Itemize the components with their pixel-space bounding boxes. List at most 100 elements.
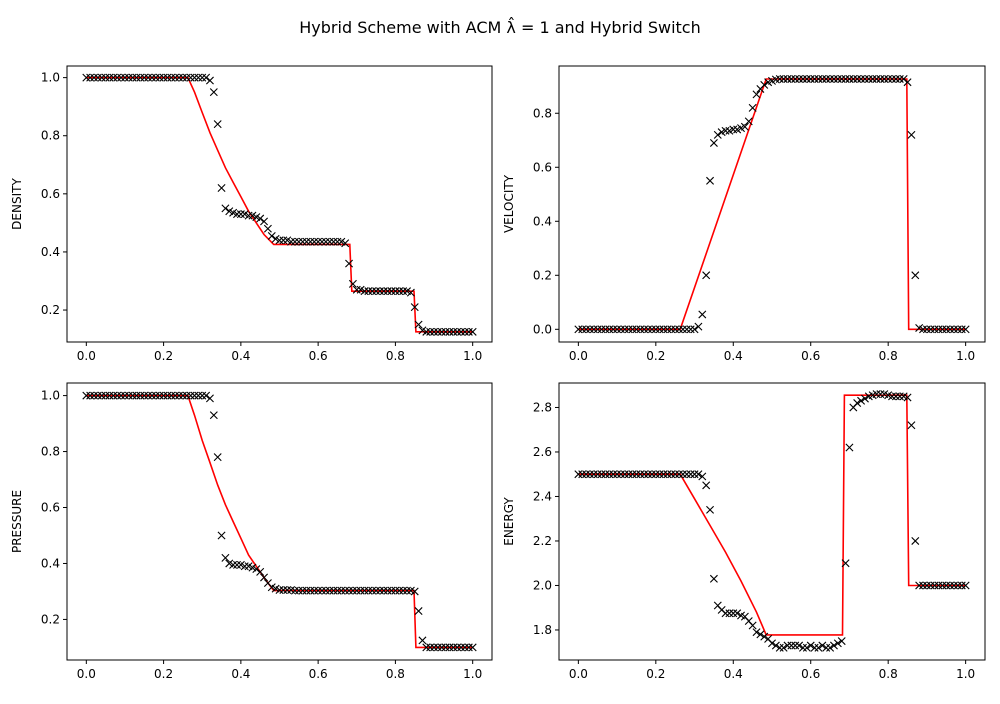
density-x-tick-label: 0.4 [231,349,250,363]
velocity-data-point [709,138,718,147]
velocity-data-point [802,74,811,83]
pressure-data-point [194,391,203,400]
pressure-data-point [329,586,338,595]
pressure-data-point [414,607,423,616]
density-data-point [294,237,303,246]
pressure-data-point [399,586,408,595]
energy-data-point [640,470,649,479]
velocity-data-point [686,325,695,334]
density-data-point [460,327,469,336]
velocity-data-point [884,74,893,83]
density-data-point [372,287,381,296]
density-data-point [109,73,118,82]
pressure-data-point [294,586,303,595]
energy-data-point [655,470,664,479]
pressure-data-point [205,394,214,403]
energy-data-point [857,396,866,405]
density-data-point [433,327,442,336]
pressure-data-point [460,643,469,652]
energy-data-point [624,470,633,479]
energy-data-point [806,641,815,650]
pressure-data-point [163,391,172,400]
velocity-data-point [589,325,598,334]
velocity-data-point [903,78,912,87]
energy-y-tick-label: 1.8 [533,623,552,637]
pressure-data-point [221,553,230,562]
density-data-point [395,287,404,296]
density-data-point [171,73,180,82]
energy-data-point [810,643,819,652]
velocity-data-point [957,325,966,334]
energy-data-point [609,470,618,479]
pressure-data-point [318,586,326,595]
pressure-data-point [345,586,354,595]
energy-data-point [644,470,653,479]
velocity-data-point [593,325,602,334]
pressure-data-point [302,586,311,595]
velocity-data-point [864,74,873,83]
density-data-point [345,259,354,268]
pressure-data-point [464,643,473,652]
density-data-point [306,237,315,246]
velocity-data-point [706,176,715,185]
energy-data-point [961,581,970,590]
density-x-tick-label: 0.2 [154,349,173,363]
velocity-x-tick-label: 0.0 [569,349,588,363]
velocity-data-point [907,130,916,139]
density-data-point [426,327,435,336]
pressure-data-point [337,586,346,595]
density-data-point [221,204,230,213]
energy-data-point [682,470,691,479]
density-y-tick-label: 0.4 [41,245,60,259]
velocity-data-point [744,117,753,126]
density-data-point [263,224,272,233]
pressure-data-point [437,643,446,652]
pressure-data-point [279,586,288,595]
velocity-data-point [779,74,788,83]
velocity-data-point [880,74,889,83]
pressure-data-point [290,586,299,595]
density-data-point [82,73,91,82]
energy-data-point [613,470,622,479]
energy-data-point [690,470,699,479]
energy-data-point [919,581,928,590]
energy-data-point [675,470,684,479]
density-data-point [132,73,141,82]
density-y-axis-label: DENSITY [10,178,24,230]
density-data-point [198,73,207,82]
velocity-data-point [663,325,672,334]
velocity-data-point [857,74,866,83]
energy-data-point [659,470,668,479]
energy-y-tick-label: 2.8 [533,400,552,414]
velocity-data-point [849,74,858,83]
pressure-data-point [348,586,357,595]
pressure-y-tick-label: 0.6 [41,501,60,515]
pressure-x-tick-label: 0.6 [309,667,328,681]
pressure-data-point [190,391,199,400]
density-data-point [287,237,296,246]
density-data-point [167,73,176,82]
pressure-x-tick-label: 0.8 [386,667,405,681]
energy-x-tick-label: 0.0 [569,667,588,681]
velocity-data-point [833,74,842,83]
pressure-data-point [86,391,95,400]
velocity-data-point [574,325,583,334]
density-data-point [449,327,458,336]
velocity-data-point [876,74,885,83]
density-data-point [302,237,311,246]
density-data-point [279,236,288,245]
density-data-point [159,73,168,82]
density-data-point [117,73,126,82]
pressure-data-point [171,391,180,400]
energy-data-point [942,581,951,590]
pressure-data-point [403,586,411,595]
energy-data-point [771,641,780,650]
density-data-point [194,73,203,82]
density-data-point [453,327,462,336]
pressure-panel: 0.0 0.2 0.4 0.6 0.8 1.0 0.2 0.4 0.6 0.8 1.0 PRESSUR… [10,382,493,681]
velocity-data-point [775,74,784,83]
energy-data-point [826,643,835,652]
energy-data-point [698,472,707,481]
energy-x-tick-label: 0.2 [646,667,665,681]
pressure-x-tick-label: 1.0 [463,667,482,681]
